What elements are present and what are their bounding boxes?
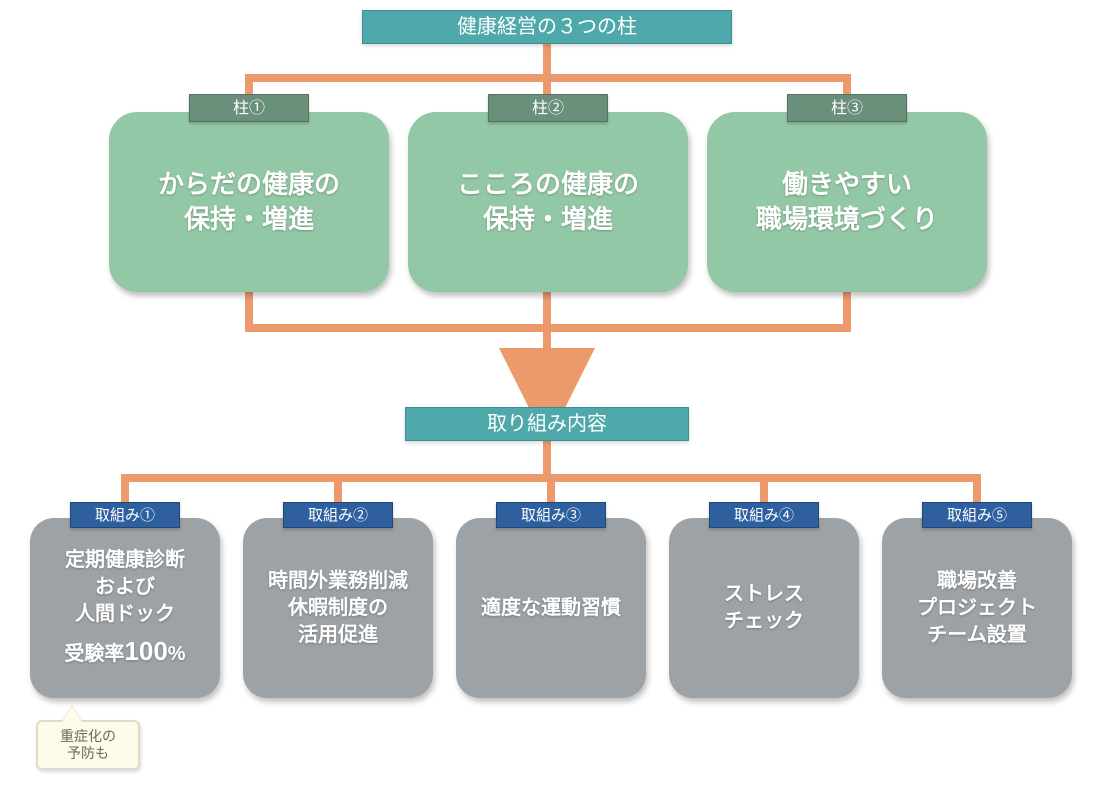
pillar-3: 柱③働きやすい職場環境づくり xyxy=(707,112,987,292)
initiative-line: 人間ドック xyxy=(30,601,220,628)
pillar-1: 柱①からだの健康の保持・増進 xyxy=(109,112,389,292)
initiative-4: 取組み④ストレスチェック xyxy=(669,518,859,698)
initiative-5: 取組み⑤職場改善プロジェクトチーム設置 xyxy=(882,518,1072,698)
initiative-2: 取組み②時間外業務削減休暇制度の活用促進 xyxy=(243,518,433,698)
initiative-line: 職場改善 xyxy=(882,568,1072,595)
metric-value: 100 xyxy=(124,636,167,666)
initiative-tag: 取組み③ xyxy=(496,502,606,528)
initiative-metric: 受験率100% xyxy=(30,634,220,669)
callout-line1: 重症化の xyxy=(38,728,138,745)
initiative-line: ストレス xyxy=(669,581,859,608)
initiative-tag: 取組み② xyxy=(283,502,393,528)
initiative-line: および xyxy=(30,574,220,601)
pillar-tag: 柱① xyxy=(189,94,309,122)
metric-unit: % xyxy=(168,643,186,665)
pillar-tag: 柱② xyxy=(488,94,608,122)
initiative-line: チェック xyxy=(669,608,859,635)
initiative-line: プロジェクト xyxy=(882,595,1072,622)
initiative-line: 適度な運動習慣 xyxy=(456,595,646,622)
pillar-tag: 柱③ xyxy=(787,94,907,122)
pillar-line2: 保持・増進 xyxy=(109,202,389,237)
initiative-line: 活用促進 xyxy=(243,622,433,649)
initiative-tag: 取組み④ xyxy=(709,502,819,528)
title-mid: 取り組み内容 xyxy=(405,407,689,441)
callout-line2: 予防も xyxy=(38,745,138,762)
pillar-line1: こころの健康の xyxy=(408,167,688,202)
initiative-3: 取組み③適度な運動習慣 xyxy=(456,518,646,698)
pillar-line1: からだの健康の xyxy=(109,167,389,202)
initiative-line: 定期健康診断 xyxy=(30,547,220,574)
pillar-2: 柱②こころの健康の保持・増進 xyxy=(408,112,688,292)
title-mid-label: 取り組み内容 xyxy=(487,413,607,435)
pillar-row: 柱①からだの健康の保持・増進柱②こころの健康の保持・増進柱③働きやすい職場環境づ… xyxy=(0,100,1095,310)
initiative-tag: 取組み⑤ xyxy=(922,502,1032,528)
initiative-line: 休暇制度の xyxy=(243,595,433,622)
metric-label: 受験率 xyxy=(64,643,124,665)
initiative-1: 取組み①定期健康診断および人間ドック受験率100% xyxy=(30,518,220,698)
pillar-line2: 保持・増進 xyxy=(408,202,688,237)
pillar-line1: 働きやすい xyxy=(707,167,987,202)
title-top-label: 健康経営の３つの柱 xyxy=(457,16,637,38)
initiative-line: 時間外業務削減 xyxy=(243,568,433,595)
pillar-line2: 職場環境づくり xyxy=(707,202,987,237)
initiative-tag: 取組み① xyxy=(70,502,180,528)
title-top: 健康経営の３つの柱 xyxy=(362,10,732,44)
initiative-line: チーム設置 xyxy=(882,622,1072,649)
callout-bubble: 重症化の 予防も xyxy=(36,720,140,770)
initiative-row: 取組み①定期健康診断および人間ドック受験率100%取組み②時間外業務削減休暇制度… xyxy=(0,502,1095,732)
